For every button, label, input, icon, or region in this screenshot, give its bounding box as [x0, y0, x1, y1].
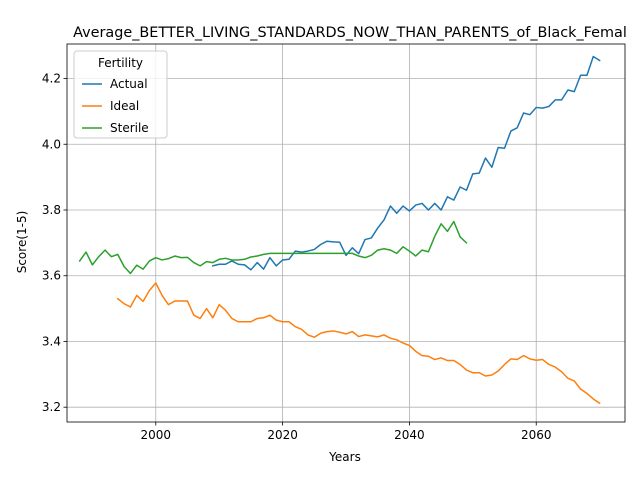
legend: Fertility Actual Ideal Sterile	[73, 50, 168, 139]
series-line-ideal	[116, 282, 601, 405]
grid	[67, 44, 625, 422]
y-tick-label: 3.6	[42, 269, 61, 283]
x-axis-label: Years	[328, 450, 361, 464]
legend-box	[73, 50, 168, 139]
axis-ticks: 2000 2020 2040 2060 3.2 3.4 3.6 3.8 4.0 4.2	[42, 72, 552, 442]
legend-label-sterile: Sterile	[110, 121, 149, 135]
legend-label-actual: Actual	[110, 77, 148, 91]
series-line-actual	[211, 55, 601, 271]
series-line-sterile	[78, 220, 468, 275]
x-tick-label: 2040	[394, 428, 425, 442]
y-axis-label: Score(1-5)	[15, 211, 29, 274]
y-tick-label: 3.8	[42, 203, 61, 217]
x-tick-label: 2020	[267, 428, 298, 442]
chart-title: Average_BETTER_LIVING_STANDARDS_NOW_THAN…	[73, 25, 627, 41]
y-tick-label: 4.0	[42, 137, 61, 151]
x-tick-label: 2000	[140, 428, 171, 442]
legend-label-ideal: Ideal	[110, 99, 139, 113]
y-tick-label: 4.2	[42, 72, 61, 86]
series-lines	[78, 55, 601, 405]
y-tick-label: 3.2	[42, 400, 61, 414]
plot-frame	[66, 43, 626, 423]
y-tick-label: 3.4	[42, 334, 61, 348]
legend-title: Fertility	[98, 56, 143, 70]
x-tick-label: 2060	[521, 428, 552, 442]
